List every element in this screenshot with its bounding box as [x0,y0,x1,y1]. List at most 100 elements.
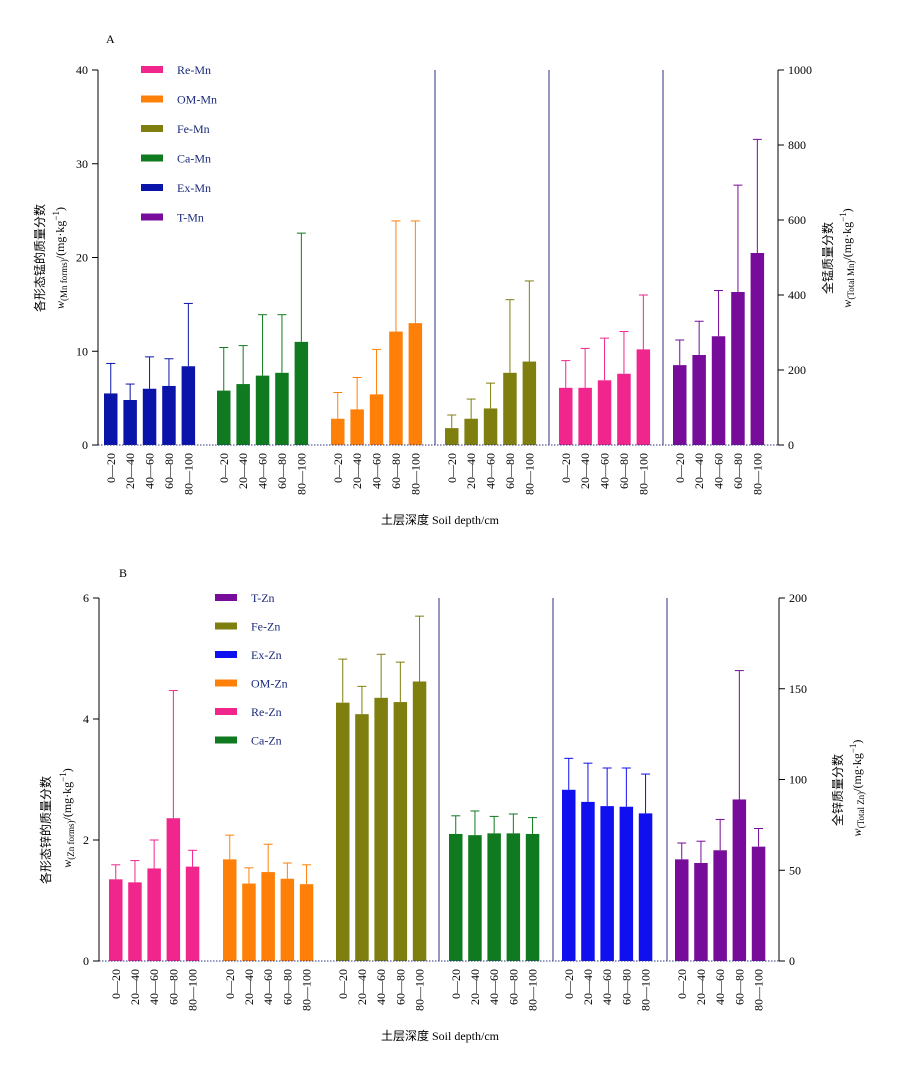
bar-ex-zn-3 [600,806,614,961]
legend: Re-Mn OM-Mn Fe-Mn Ca-Mn Ex-Mn T-Mn [141,63,217,225]
bar-ex-zn-1 [562,789,576,961]
x-tick-label: 60—80 [280,969,294,1005]
bar-t-mn-2 [692,355,706,445]
bar-om-zn-1 [223,859,237,961]
x-tick-label: 20—40 [123,453,137,489]
bar-fe-mn-2 [464,418,478,445]
error-bar-fe-zn-5 [415,615,425,682]
left-axis-tick-label: 40 [76,63,88,77]
x-tick-label: 60—80 [619,969,633,1005]
x-tick-label: 20—40 [578,453,592,489]
left-axis-unit: w(Zn forms)/(mg·kg−1) [58,768,76,868]
bar-om-zn-2 [242,883,256,961]
x-tick-label: 40—60 [261,969,275,1005]
error-bar-fe-mn-2 [466,398,476,419]
x-tick-label: 0—20 [675,969,689,999]
right-axis-tick-label: 50 [789,863,801,877]
error-bar-re-mn-1 [561,360,571,388]
error-bar-om-zn-5 [302,864,312,885]
error-bar-t-zn-4 [734,670,744,800]
error-bar-ca-mn-4 [277,314,287,373]
panel-b-chart: B 0 2 4 6 0 50 100 150 200 0—20 20—40 40—60 60—80 80… [38,566,866,1043]
legend: T-Zn Fe-Zn Ex-Zn OM-Zn Re-Zn Ca-Zn [215,591,288,748]
bar-ex-mn-1 [104,393,118,445]
bar-ca-zn-3 [487,833,501,961]
right-axis-tick-label: 800 [788,138,806,152]
x-tick-label: 80—100 [181,453,195,495]
error-bar-om-mn-1 [333,392,343,419]
error-bar-ex-zn-5 [641,773,651,814]
left-axis-tick-label: 0 [82,438,88,452]
x-tick-label: 60—80 [166,969,180,1005]
bar-ca-zn-4 [506,833,521,961]
legend-swatch [215,651,237,658]
bar-re-zn-4 [166,818,181,961]
x-tick-label: 20—40 [464,453,478,489]
error-bar-om-zn-4 [282,862,292,879]
x-tick-label: 20—40 [581,969,595,1005]
x-tick-label: 0—20 [673,453,687,483]
legend-swatch [215,708,237,715]
bar-t-zn-3 [713,850,727,961]
x-tick-label: 60—80 [389,453,403,489]
error-bar-ca-mn-1 [219,347,229,391]
legend-item-ex-zn: Ex-Zn [215,648,282,662]
legend-swatch [141,95,163,103]
error-bar-ex-zn-3 [602,767,612,807]
legend-item-fe-mn: Fe-Mn [141,122,210,136]
bar-ex-mn-3 [142,388,157,445]
error-bar-fe-zn-3 [376,653,386,698]
x-tick-label: 80—100 [752,969,766,1011]
right-axis-title: 全锌质量分数 [830,754,845,826]
bar-om-mn-3 [369,394,384,445]
right-axis-tick-label: 600 [788,213,806,227]
x-tick-label: 0—20 [562,969,576,999]
error-bar-ca-zn-3 [489,815,499,834]
bar-re-mn-1 [559,387,573,445]
right-axis-tick-label: 1000 [788,63,812,77]
bar-re-mn-2 [578,387,592,445]
legend-item-t-zn: T-Zn [215,591,275,605]
x-tick-label: 40—60 [256,453,270,489]
bar-t-zn-1 [675,859,689,961]
x-tick-label: 20—40 [242,969,256,1005]
bar-om-mn-1 [331,418,345,445]
error-bar-om-zn-3 [263,843,273,873]
x-tick-label: 40—60 [484,453,498,489]
x-tick-label: 20—40 [128,969,142,1005]
x-tick-label: 40—60 [598,453,612,489]
right-axis-tick-label: 200 [788,363,806,377]
error-bar-fe-zn-1 [338,658,348,703]
x-tick-label: 40—60 [600,969,614,1005]
left-axis-tick-label: 2 [83,833,89,847]
left-axis-tick-label: 6 [83,591,89,605]
x-tick-label: 40—60 [712,453,726,489]
x-tick-label: 60—80 [731,453,745,489]
bar-fe-zn-1 [336,702,350,961]
right-axis-tick-label: 0 [789,954,795,968]
bar-om-zn-5 [299,884,314,961]
left-axis-unit: w(Mn forms)/(mg·kg−1) [51,207,69,309]
bar-fe-zn-4 [393,702,408,961]
x-tick-labels: 0—20 20—40 40—60 60—80 80—100 0—20 20—40 40—60 6… [104,453,765,495]
legend-swatch [215,679,237,687]
x-tick-label: 0—20 [104,453,118,483]
bars-layer [104,253,765,445]
legend-item-om-mn: OM-Mn [141,93,217,107]
right-axis-title: 全锰质量分数 [820,222,835,294]
error-bar-ca-mn-2 [238,345,248,385]
bar-fe-zn-2 [355,714,369,961]
legend-label: Fe-Mn [177,122,210,136]
x-tick-label: 80—100 [186,969,200,1011]
legend-swatch [141,184,163,191]
error-bar-fe-mn-3 [486,382,496,409]
error-bar-re-mn-2 [580,347,590,388]
error-bar-om-mn-2 [352,377,362,410]
legend-label: T-Zn [251,591,275,605]
error-bar-om-mn-3 [372,348,382,395]
error-bar-ex-mn-2 [125,383,135,400]
bar-fe-zn-5 [412,681,427,961]
legend-label: Fe-Zn [251,620,280,634]
